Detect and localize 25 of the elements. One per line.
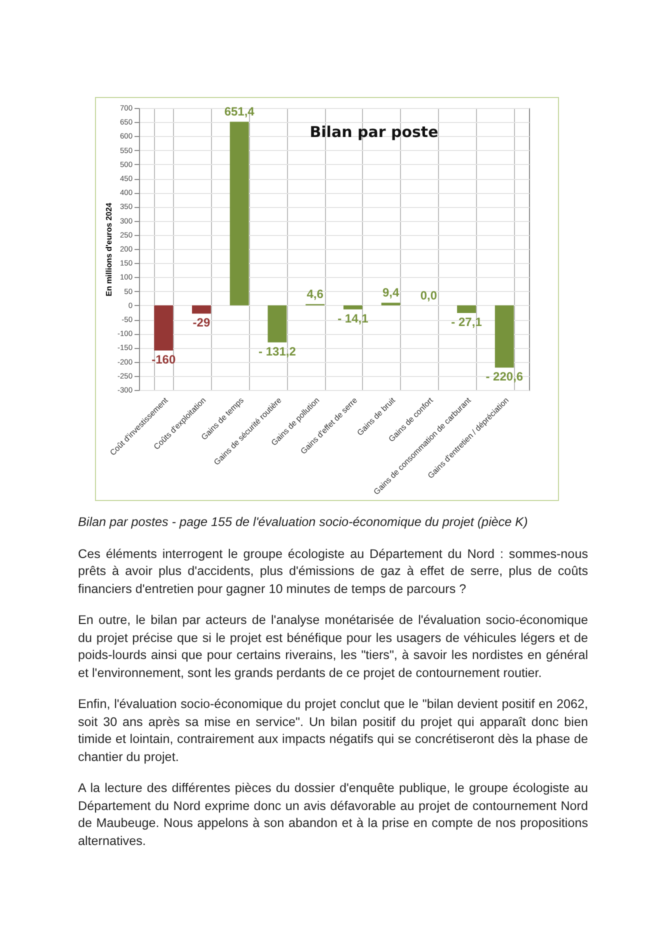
text: Bilan par postes - page 155 de l'évaluation socio-économique du projet (pièce K) xyxy=(78,514,529,531)
data-label: - 14,1 xyxy=(338,311,369,326)
data-label: -160 xyxy=(152,352,176,367)
data-label: 4,6 xyxy=(306,287,324,302)
bar xyxy=(230,122,249,306)
text: En outre, le bilan par acteurs de l'analyse monétarisée de l'évaluation socio-économique du projet précise que si le projet est bénéfique pour les usagers de véhicules légers et de poids-lourds ainsi que pour certains riverains, les "tiers", à savoir les nordistes en général et l'environnement, sont les grands perdants de ce projet de contournement routier. xyxy=(78,612,588,682)
y-axis-title: En millions d'euros 2024 xyxy=(104,202,114,296)
data-label: - 220,6 xyxy=(486,370,524,384)
data-label: - 131,2 xyxy=(258,344,296,358)
bar xyxy=(494,305,514,368)
data-label: 9,4 xyxy=(382,286,400,300)
text: Ces éléments interrogent le groupe écologiste au Département du Nord : sommes-nous prêts à avoir plus d'accidents, plus d'émissions de gaz à effet de serre, plus de coûts financiers d'entretien pour gagner 10 minutes de temps de parcours ? xyxy=(78,546,588,598)
data-label: 0,0 xyxy=(420,288,438,302)
data-label: -29 xyxy=(192,316,210,330)
text: Enfin, l'évaluation socio-économique du projet conclut que le "bilan devient positif en 2062, soit 30 ans après sa mise en service". Un bilan positif du projet qui apparaît donc bien timide et lointain, contrairement aux impacts négatifs qui se concrétiseront dès la phase de chantier du projet. xyxy=(78,696,588,766)
text: Bilan par poste xyxy=(310,123,438,141)
bar xyxy=(154,305,174,351)
bar xyxy=(268,305,287,342)
text: A la lecture des différentes pièces du dossier d'enquête publique, le groupe écologiste au Département du Nord exprime donc un avis défavorable au projet de contournement Nord de Maubeuge. Nous appelons à son abandon et à la prise en compte de nos propositions alternatives. xyxy=(78,780,588,850)
data-label: - 27,1 xyxy=(451,315,482,330)
bar xyxy=(192,305,211,314)
bar xyxy=(381,302,400,306)
data-label: 651,4 xyxy=(224,104,255,119)
bar xyxy=(343,305,362,310)
bar xyxy=(457,305,476,314)
